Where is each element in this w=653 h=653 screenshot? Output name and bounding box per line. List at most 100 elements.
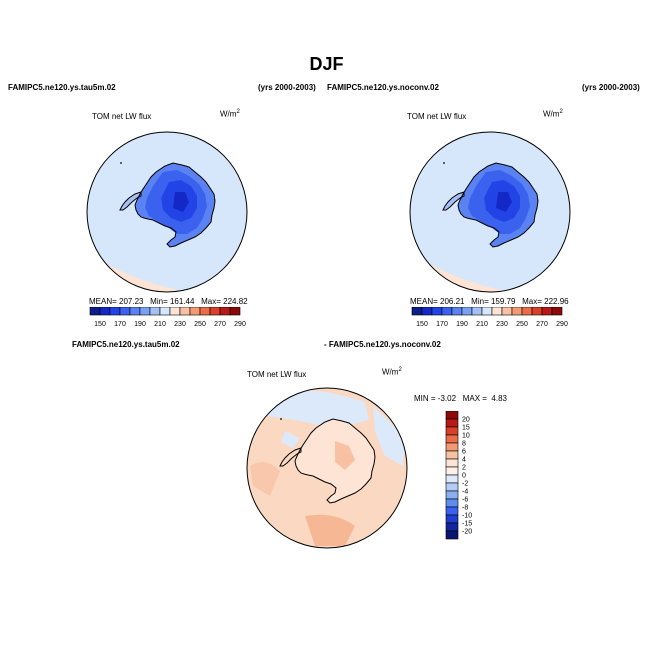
panel3-colorbar-tick-13: -15 [462, 521, 472, 528]
panel3-coastline [294, 418, 376, 504]
panel1-colorbar-tick-1: 170 [114, 321, 126, 328]
panel3-colorbar-box-2 [445, 426, 459, 436]
panel1-units: W/m2 [220, 109, 240, 119]
panel3-colorbar-box-1 [445, 418, 459, 428]
panel2-map-border [409, 131, 571, 293]
panel2-colorbar-box-11 [521, 307, 533, 316]
panel3-negative-patch-east [373, 406, 405, 466]
panel1-peninsula-field [120, 192, 141, 210]
panel1-island-2 [120, 162, 122, 164]
panel1-colorbar-box-1 [99, 307, 111, 316]
panel3-colorbar-tick-1: 15 [462, 425, 470, 432]
panel1-colorbar-tick-5: 250 [194, 321, 206, 328]
panel1-colorbar-box-13 [219, 307, 231, 316]
panel3-colorbar-box-3 [445, 434, 459, 444]
panel3-units: W/m2 [382, 367, 402, 377]
panel1-colorbar-tick-0: 150 [94, 321, 106, 328]
panel1-colorbar-box-4 [129, 307, 141, 316]
panel1-colorbar-box-9 [179, 307, 191, 316]
panel1-colorbar-box-14 [229, 307, 241, 316]
panel2-peninsula-coastline [442, 191, 465, 211]
panel3-map-border [246, 387, 408, 549]
panel2-peninsula-field [443, 192, 464, 210]
figure-title: DJF [309, 54, 344, 74]
left-case-name: FAMIPC5.ne120.ys.tau5m.02 [8, 83, 116, 92]
panel2-colorbar-box-3 [441, 307, 453, 316]
panel3-colorbar-box-15 [445, 530, 459, 540]
panel1-colorbar-box-3 [119, 307, 131, 316]
panel3-positive-patch-west [250, 462, 280, 496]
panel2-colorbar-box-6 [471, 307, 483, 316]
panel2-stats: MEAN= 206.21 Min= 159.79 Max= 222.96 [410, 297, 569, 306]
panel3-stats: MIN = -3.02 MAX = 4.83 [414, 394, 507, 403]
panel2-colorbar-box-4 [451, 307, 463, 316]
panel3-colorbar-tick-9: -4 [462, 489, 468, 496]
panel3-colorbar-box-9 [445, 482, 459, 492]
panel3-colorbar-box-11 [445, 498, 459, 508]
panel2-colorbar-tick-4: 230 [496, 321, 508, 328]
panel2-colorbar-box-2 [431, 307, 443, 316]
panel3-colorbar-box-8 [445, 474, 459, 484]
panel1-peninsula-coastline [119, 191, 142, 211]
panel3-colorbar-tick-12: -10 [462, 513, 472, 520]
panel1-stats: MEAN= 207.23 Min= 161.44 Max= 224.82 [89, 297, 248, 306]
panel2-colorbar-box-8 [491, 307, 503, 316]
panel1-colorbar-box-11 [199, 307, 211, 316]
panel1-map-border [86, 131, 248, 293]
panel3-colorbar-box-5 [445, 450, 459, 460]
panel3-colorbar-tick-11: -8 [462, 505, 468, 512]
panel2-colorbar-box-7 [481, 307, 493, 316]
panel1-colorbar-box-6 [149, 307, 161, 316]
panel1-colorbar-tick-2: 190 [134, 321, 146, 328]
panel3-colorbar-tick-7: 0 [462, 473, 466, 480]
panel2-colorbar-box-9 [501, 307, 513, 316]
panel2-colorbar: 150 170 190 210 230 250 270 290 [411, 307, 568, 328]
panel3-colorbar-tick-8: -2 [462, 481, 468, 488]
panel2-colorbar-box-14 [551, 307, 563, 316]
panel1-colorbar-box-2 [109, 307, 121, 316]
panel2-units: W/m2 [543, 109, 563, 119]
panel1-colorbar: 150 170 190 210 230 250 270 290 [89, 307, 246, 328]
panel2-ice-sheet-core [496, 192, 512, 212]
panel3-colorbar-box-14 [445, 522, 459, 532]
panel2-coastline [457, 162, 539, 248]
panel3-colorbar-box-13 [445, 514, 459, 524]
panel3-island-2 [280, 418, 282, 420]
panel3-colorbar-box-12 [445, 506, 459, 516]
panel3-colorbar-tick-14: -20 [462, 529, 472, 536]
panel1-coastline [134, 162, 216, 248]
panel2-variable: TOM net LW flux [407, 112, 467, 121]
panel2-colorbar-box-0 [411, 307, 423, 316]
panel1-colorbar-box-12 [209, 307, 221, 316]
panel3-colorbar-tick-6: 2 [462, 465, 466, 472]
panel2-colorbar-tick-7: 290 [556, 321, 568, 328]
panel2-colorbar-box-13 [541, 307, 553, 316]
panel2-colorbar-tick-0: 150 [416, 321, 428, 328]
panel3-positive-patch-south [305, 514, 355, 546]
panel3-colorbar-tick-4: 6 [462, 449, 466, 456]
panel2-colorbar-box-10 [511, 307, 523, 316]
diff-right-case: - FAMIPC5.ne120.ys.noconv.02 [324, 340, 441, 349]
panel3-colorbar-tick-5: 4 [462, 457, 466, 464]
panel3-peninsula-coastline [279, 447, 302, 467]
panel3-colorbar-box-0 [445, 411, 459, 420]
panel1-colorbar-box-8 [169, 307, 181, 316]
panel1-colorbar-tick-7: 290 [234, 321, 246, 328]
panel3-continent-positive [335, 441, 355, 470]
left-years: (yrs 2000-2003) [258, 83, 316, 92]
panel1-colorbar-tick-4: 230 [174, 321, 186, 328]
panel2-colorbar-tick-1: 170 [436, 321, 448, 328]
panel1-colorbar-box-5 [139, 307, 151, 316]
panel1-colorbar-tick-6: 270 [214, 321, 226, 328]
panel3-colorbar-tick-10: -6 [462, 497, 468, 504]
panel2-colorbar-tick-2: 190 [456, 321, 468, 328]
panel1-colorbar-box-10 [189, 307, 201, 316]
panel3-negative-patch-north [265, 390, 369, 427]
panel1-ice-sheet-core [173, 192, 189, 212]
panel3-colorbar-tick-0: 20 [462, 417, 470, 424]
panel1-colorbar-box-7 [159, 307, 171, 316]
panel2-colorbar-tick-3: 210 [476, 321, 488, 328]
panel3-map [246, 387, 408, 549]
panel3-colorbar-box-4 [445, 442, 459, 452]
